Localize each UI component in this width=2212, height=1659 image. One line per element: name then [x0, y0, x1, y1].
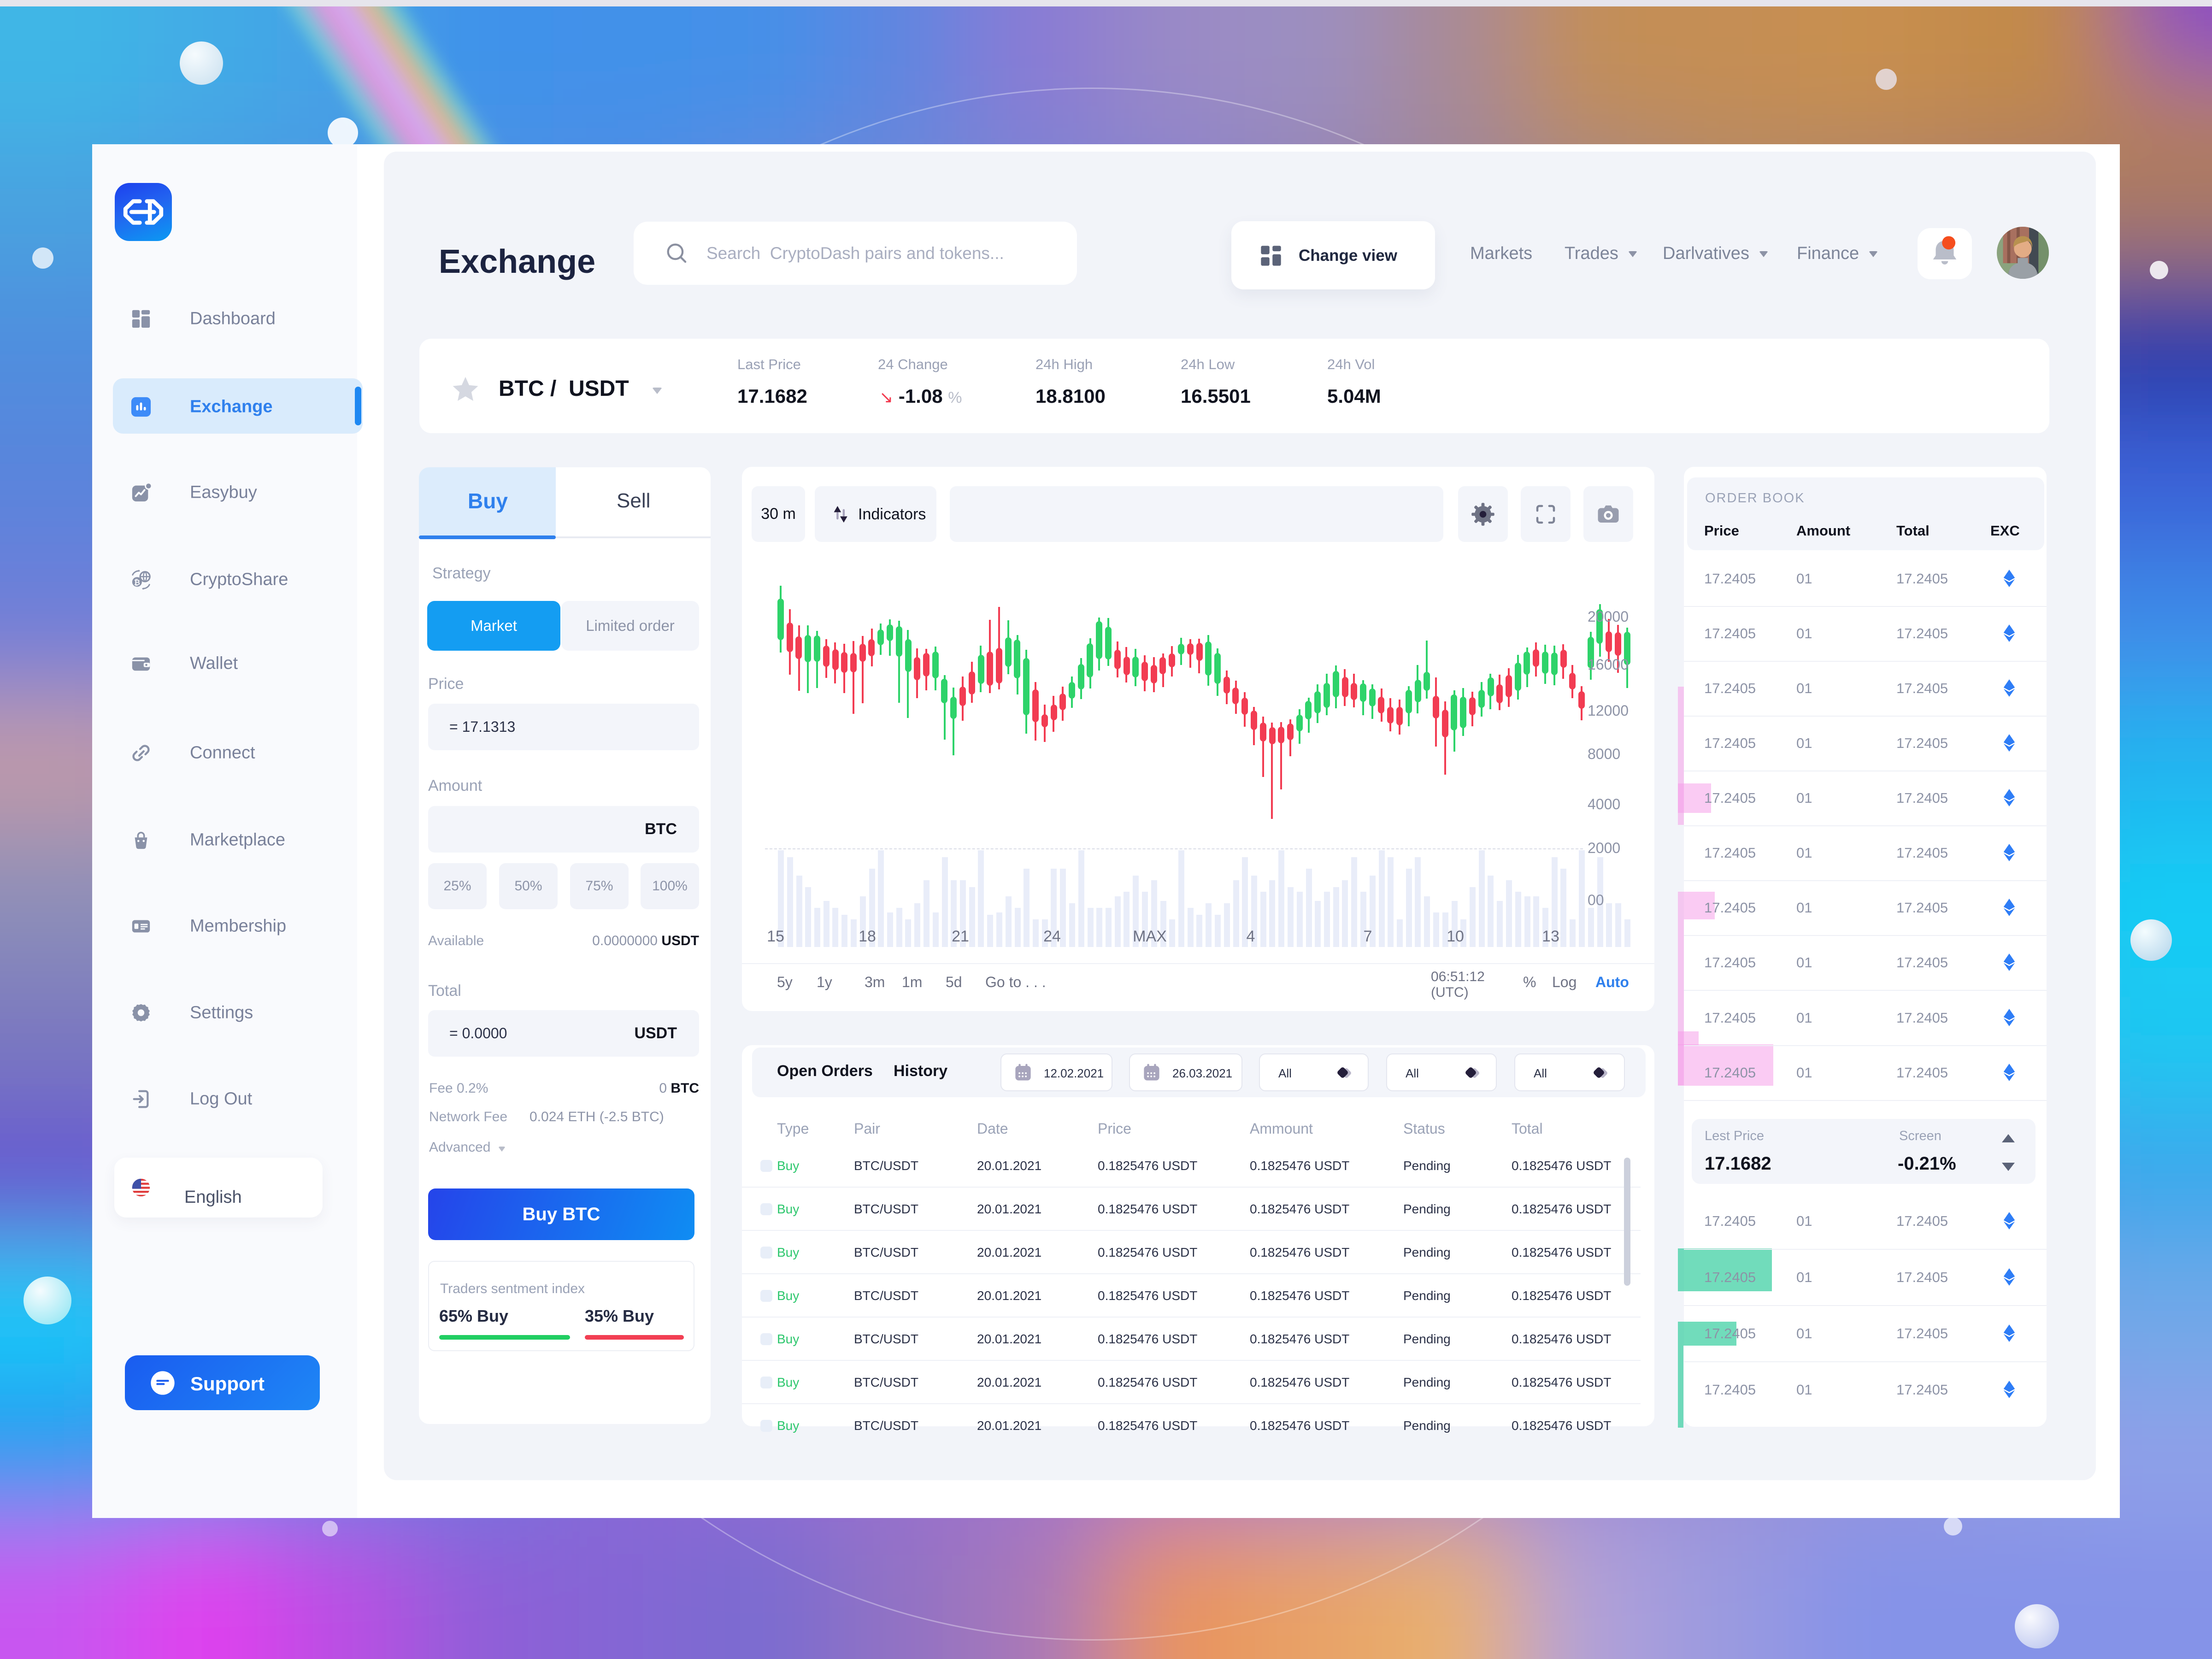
- svg-text:₿: ₿: [134, 579, 140, 587]
